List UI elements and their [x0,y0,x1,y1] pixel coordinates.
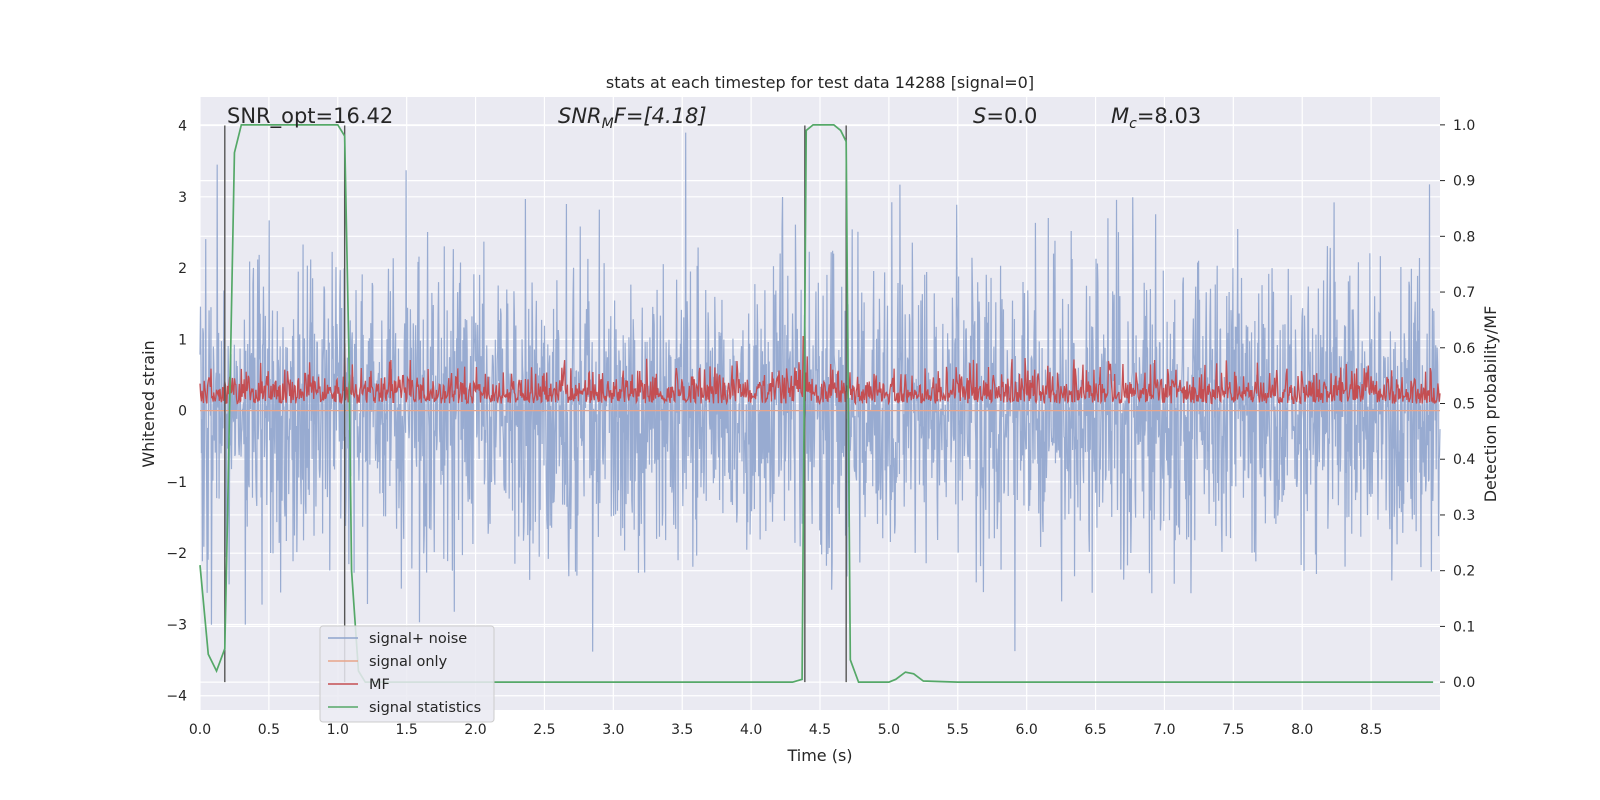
y-tick-label: 2 [178,261,187,277]
x-tick-label: 1.5 [396,722,418,738]
x-tick-label: 5.0 [878,722,900,738]
annotation-snr-opt: SNR_opt=16.42 [227,104,393,129]
axis-ticks: 0.0 0.5 1.0 1.5 2.0 2.5 3.0 3.5 4.0 4.5 5.0 5.5 6.0 6… [166,118,1475,738]
y2-tick-label: 0.4 [1453,452,1475,468]
y2-tick-label: 0.9 [1453,174,1475,190]
legend-label-signal-only: signal only [369,654,448,670]
s-symbol: S [973,104,986,128]
x-tick-label: 3.5 [671,722,693,738]
mc-value: =8.03 [1137,104,1201,128]
snr-mf-subscript: M [602,116,614,132]
y2-tick-label: 0.5 [1453,397,1475,413]
annotation-snr-mf: SNRMF=[4.18] [558,104,707,132]
y2-tick-label: 0.1 [1453,619,1475,635]
annotation-s: S=0.0 [973,104,1037,128]
legend: signal+ noise signal only MF signal stat… [319,625,495,723]
chart-title: stats at each timestep for test data 142… [606,73,1034,92]
mc-subscript: c [1129,116,1137,132]
y-tick-label: −4 [166,689,187,705]
annotation-mc: Mc=8.03 [1111,104,1201,132]
y-tick-label: −3 [166,617,187,633]
x-tick-label: 4.5 [809,722,831,738]
s-value: =0.0 [986,104,1037,128]
y-axis-label: Whitened strain [139,340,158,467]
x-tick-label: 1.0 [327,722,349,738]
y-tick-label: −2 [166,546,187,562]
y2-tick-label: 0.0 [1453,675,1475,691]
series-mf [199,335,1441,406]
y2-tick-label: 1.0 [1453,118,1475,134]
y2-tick-label: 0.2 [1453,564,1475,580]
y2-tick-label: 0.3 [1453,508,1475,524]
snr-mf-value: F=[4.18] [614,104,707,128]
legend-label-mf: MF [369,677,390,693]
x-tick-label: 2.5 [533,722,555,738]
y-tick-label: 0 [178,404,187,420]
x-tick-label: 8.5 [1360,722,1382,738]
legend-label-signal-noise: signal+ noise [369,631,467,647]
y2-tick-label: 0.6 [1453,341,1475,357]
x-axis-label: Time (s) [786,746,852,765]
y2-axis-label: Detection probability/MF [1481,306,1500,503]
series-signal-statistics [199,124,1434,683]
y2-tick-label: 0.8 [1453,229,1475,245]
x-tick-label: 6.0 [1016,722,1038,738]
x-tick-label: 8.0 [1291,722,1313,738]
x-tick-label: 4.0 [740,722,762,738]
x-tick-label: 0.0 [189,722,211,738]
snr-mf-symbol: SNR [558,104,602,128]
y-tick-label: 3 [178,190,187,206]
x-tick-label: 7.0 [1153,722,1175,738]
line-signal-statistics [199,124,1434,683]
x-tick-label: 7.5 [1222,722,1244,738]
y-tick-label: 4 [178,119,187,135]
mc-symbol: M [1111,104,1129,128]
x-tick-label: 5.5 [947,722,969,738]
y2-tick-label: 0.7 [1453,285,1475,301]
legend-box [319,625,495,723]
line-mf [199,335,1441,406]
x-tick-label: 6.5 [1084,722,1106,738]
legend-label-signal-statistics: signal statistics [369,700,481,716]
x-tick-label: 3.0 [602,722,624,738]
x-tick-label: 2.0 [464,722,486,738]
y-tick-label: −1 [166,475,187,491]
y-tick-label: 1 [178,332,187,348]
x-tick-label: 0.5 [258,722,280,738]
